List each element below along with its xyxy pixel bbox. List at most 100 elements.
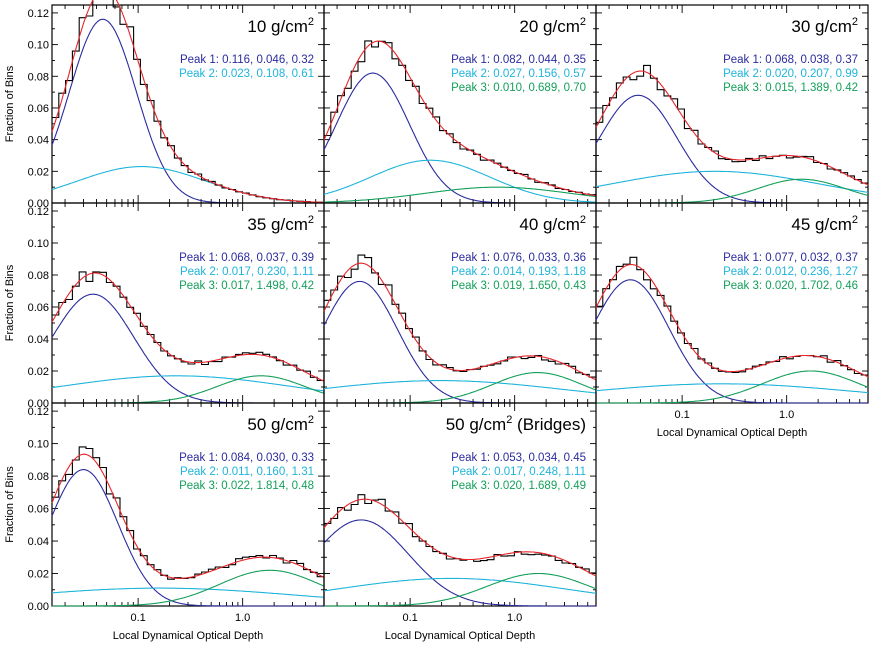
- panel-title: 50 g/cm2 (Bridges): [446, 414, 586, 434]
- legend-peak-1: Peak 1: 0.084, 0.030, 0.33: [179, 452, 314, 464]
- peak-2-curve: [323, 159, 596, 203]
- y-tick-label: 0.08: [28, 71, 49, 83]
- panel-6: 0.1 1.0 45 g/cm2 Peak 1: 0.077, 0.032, 0.37…: [595, 202, 869, 439]
- y-tick-label: 0.12: [28, 8, 49, 20]
- total-fit-curve: [51, 453, 325, 579]
- peak-1-curve: [323, 519, 596, 607]
- peak-3-curve: [323, 186, 597, 203]
- peak-2-curve: [51, 375, 325, 392]
- y-tick-label: 0.10: [28, 439, 49, 451]
- legend-peak-3: Peak 3: 0.020, 1.689, 0.49: [451, 480, 586, 492]
- panel-1: 0.00 0.02 0.04 0.06 0.08 0.10 0.12 10 g/cm2 Peak…: [4, 0, 325, 210]
- panel-title: 50 g/cm2: [247, 414, 314, 434]
- y-tick-label: 0.00: [28, 398, 49, 410]
- legend-peak-1: Peak 1: 0.053, 0.034, 0.45: [451, 452, 586, 464]
- legend-peak-1: Peak 1: 0.068, 0.037, 0.39: [179, 252, 314, 264]
- x-axis-label: Local Dynamical Optical Depth: [385, 630, 535, 642]
- peak-2-curve: [323, 380, 597, 394]
- panel-title: 45 g/cm2: [791, 214, 858, 234]
- panel-7: 0.00 0.02 0.04 0.06 0.08 0.10 0.12 0.1 1.0 50 g/c…: [4, 402, 325, 642]
- total-fit-curve: [323, 40, 597, 197]
- x-tick-label: 1.0: [235, 612, 250, 624]
- panel-title: 10 g/cm2: [247, 16, 314, 36]
- x-tick-label: 1.0: [507, 612, 522, 624]
- legend-peak-3: Peak 3: 0.017, 1.498, 0.42: [179, 280, 314, 292]
- panel-title: 35 g/cm2: [247, 214, 314, 234]
- legend-peak-1: Peak 1: 0.076, 0.033, 0.36: [451, 252, 586, 264]
- y-tick-label: 0.06: [28, 504, 49, 516]
- panel-3: 30 g/cm2 Peak 1: 0.068, 0.038, 0.37 Peak 2…: [595, 4, 869, 204]
- legend-peak-3: Peak 3: 0.020, 1.702, 0.46: [723, 280, 858, 292]
- legend-peak-2: Peak 2: 0.020, 0.207, 0.99: [723, 68, 858, 80]
- y-axis-label: Fraction of Bins: [4, 65, 16, 142]
- y-tick-label: 0.04: [28, 536, 49, 548]
- y-tick-label: 0.06: [28, 302, 49, 314]
- legend-peak-2: Peak 2: 0.027, 0.156, 0.57: [451, 68, 586, 80]
- y-tick-label: 0.08: [28, 471, 49, 483]
- peak-3-curve: [52, 375, 325, 404]
- y-tick-label: 0.02: [28, 366, 49, 378]
- legend-peak-2: Peak 2: 0.012, 0.236, 1.27: [723, 266, 858, 278]
- histogram: [324, 494, 596, 574]
- peak-3-curve: [596, 370, 869, 404]
- peak-2-curve: [51, 587, 325, 598]
- peak-1-curve: [595, 94, 868, 204]
- peak-1-curve: [51, 469, 324, 607]
- legend-peak-2: Peak 2: 0.017, 0.248, 1.11: [452, 466, 586, 478]
- histogram: [596, 64, 868, 184]
- legend-peak-3: Peak 3: 0.019, 1.650, 0.43: [451, 280, 586, 292]
- total-fit-curve: [595, 263, 869, 378]
- peak-3-curve: [324, 372, 597, 404]
- x-tick-label: 1.0: [779, 409, 794, 421]
- x-tick-label: 0.1: [130, 612, 145, 624]
- y-tick-label: 0.08: [28, 270, 49, 282]
- legend-peak-3: Peak 3: 0.010, 0.689, 0.70: [451, 82, 586, 94]
- panel-title: 20 g/cm2: [519, 16, 586, 36]
- legend-peak-1: Peak 1: 0.082, 0.044, 0.35: [451, 54, 586, 66]
- x-axis-label: Local Dynamical Optical Depth: [657, 427, 807, 439]
- legend-peak-2: Peak 2: 0.011, 0.160, 1.31: [180, 466, 314, 478]
- total-fit-curve: [323, 498, 597, 577]
- y-tick-label: 0.00: [28, 198, 49, 210]
- peak-1-curve: [51, 293, 324, 404]
- panel-4: 0.00 0.02 0.04 0.06 0.08 0.10 0.12 35 g/cm2 Peak…: [4, 202, 325, 410]
- peak-2-curve: [323, 577, 597, 594]
- peak-3-curve: [324, 572, 597, 607]
- panel-8: 0.1 1.0 50 g/cm2 (Bridges) Peak 1: 0.053, 0…: [323, 402, 597, 642]
- x-tick-label: 0.1: [674, 409, 689, 421]
- x-tick-label: 0.1: [402, 612, 417, 624]
- y-tick-label: 0.12: [28, 206, 49, 218]
- total-fit-curve: [323, 262, 597, 381]
- legend-peak-1: Peak 1: 0.068, 0.038, 0.37: [723, 54, 858, 66]
- legend-peak-2: Peak 2: 0.017, 0.230, 1.11: [180, 266, 314, 278]
- x-axis-label: Local Dynamical Optical Depth: [113, 630, 263, 642]
- peak-1-curve: [595, 279, 868, 404]
- legend-peak-1: Peak 1: 0.077, 0.032, 0.37: [723, 252, 858, 264]
- legend-peak-3: Peak 3: 0.022, 1.814, 0.48: [179, 480, 314, 492]
- legend-peak-3: Peak 3: 0.015, 1.389, 0.42: [723, 82, 858, 94]
- y-axis-label: Fraction of Bins: [4, 466, 16, 543]
- y-axis-label: Fraction of Bins: [4, 264, 16, 341]
- total-fit-curve: [595, 70, 869, 186]
- y-tick-label: 0.12: [28, 406, 49, 418]
- peak-2-curve: [595, 170, 869, 193]
- legend-peak-2: Peak 2: 0.023, 0.108, 0.61: [179, 68, 314, 80]
- y-tick-label: 0.02: [28, 569, 49, 581]
- panel-5: 40 g/cm2 Peak 1: 0.076, 0.033, 0.36 Peak 2…: [323, 202, 597, 404]
- peak-3-curve: [52, 569, 325, 607]
- y-tick-label: 0.06: [28, 103, 49, 115]
- panel-2: 20 g/cm2 Peak 1: 0.082, 0.044, 0.35 Peak 2…: [323, 4, 597, 204]
- panel-title: 40 g/cm2: [519, 214, 586, 234]
- legend-peak-1: Peak 1: 0.116, 0.046, 0.32: [180, 54, 314, 66]
- panel-title: 30 g/cm2: [791, 16, 858, 36]
- y-tick-label: 0.02: [28, 166, 49, 178]
- y-tick-label: 0.10: [28, 40, 49, 52]
- total-fit-curve: [51, 0, 324, 203]
- y-tick-label: 0.04: [28, 334, 49, 346]
- y-tick-label: 0.00: [28, 601, 49, 613]
- y-tick-label: 0.04: [28, 135, 49, 147]
- peak-2-curve: [595, 383, 869, 394]
- y-tick-label: 0.10: [28, 238, 49, 250]
- total-fit-curve: [51, 272, 325, 382]
